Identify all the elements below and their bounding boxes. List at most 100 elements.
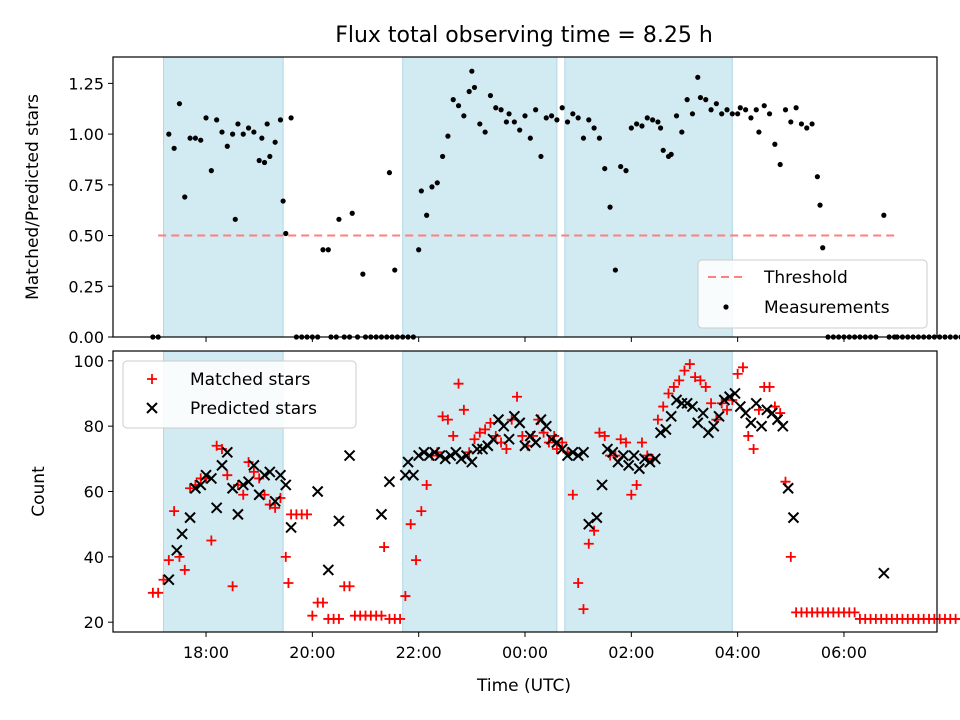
matched-star-point [259,489,270,500]
measurement-point [628,125,634,131]
measurement-point [288,115,294,121]
matched-star-point [594,427,605,438]
predicted-star-point [745,417,757,429]
measurement-point [429,184,435,190]
matched-star-point [185,483,196,494]
measurement-point [623,168,629,174]
measurement-point [649,117,656,123]
matched-star-point [448,430,459,441]
predicted-star-point [428,446,441,458]
measurement-point [570,111,576,117]
measurement-point [538,153,544,160]
matched-star-point [163,555,174,566]
predicted-star-point [258,469,271,481]
measurement-point [695,74,701,80]
matched-star-point [674,375,685,386]
predicted-star-point [782,482,794,494]
matched-star-point [551,444,562,455]
predicted-star-point [226,482,239,494]
matched-star-point [248,466,259,477]
matched-star-point [206,535,217,546]
measurement-point [251,129,257,135]
predicted-star-point [333,515,345,527]
matched-star-point [458,404,469,415]
measurement-point [182,194,188,200]
predicted-star-point [723,391,736,403]
measurement-point [580,135,587,141]
predicted-star-point [665,410,677,423]
measurement-point [527,135,533,141]
measurement-point [697,94,704,101]
measurement-point [689,111,696,117]
measurement-point [657,125,664,131]
top-panel: 0.00 0.25 0.50 0.75 1.00 1.25 Matched/Predicte… [23,56,960,347]
matched-star-point [453,378,464,389]
matched-star-point [583,538,594,549]
matched-star-point [732,368,743,379]
predicted-star-point [561,449,574,462]
legend-measurements-label: Measurements [764,298,890,318]
predicted-star-point [540,420,552,432]
top-observing-band [402,56,558,338]
measurement-point [445,133,451,139]
predicted-star-point [407,469,420,481]
measurement-point [548,113,555,119]
top-y-axis-label: Matched/Predicted stars [23,94,43,300]
predicted-star-point [444,449,457,462]
matched-star-point [748,444,759,455]
bottom-legend [122,360,357,429]
predicted-star-point [513,417,526,429]
measurement-point [166,131,172,137]
matched-star-point [379,542,390,553]
measurement-point [793,105,799,111]
predicted-star-point [322,564,335,576]
measurement-point [461,113,467,119]
predicted-star-point [697,407,709,419]
predicted-star-point [503,433,515,445]
measurement-point [729,111,735,117]
matched-star-point [615,434,626,445]
matched-star-point [743,430,754,441]
predicted-star-point [264,466,276,478]
predicted-star-point [755,420,768,432]
y-tick-label: 1.00 [68,125,104,144]
matched-star-point [573,577,584,588]
matched-star-point [211,440,222,451]
predicted-star-point [423,449,436,462]
measurement-point [591,125,597,131]
predicted-star-point [638,453,651,465]
predicted-star-point [216,459,228,472]
measurement-point [735,111,741,117]
matched-star-point [679,365,690,376]
measurement-point [533,107,539,113]
measurement-point [235,121,241,127]
measurement-point [724,107,730,113]
measurement-point [259,135,265,141]
x-tick-label: 02:00 [608,643,654,662]
measurement-point [703,97,709,103]
predicted-star-point [686,400,699,413]
measurement-point [679,129,685,135]
measurement-point [708,107,714,113]
measurement-point [575,115,581,121]
measurement-point [947,334,953,340]
predicted-star-point [171,544,183,557]
measurement-point [612,267,618,273]
predicted-star-point [237,479,249,491]
predicted-star-point [761,404,773,416]
matched-star-point [501,444,512,455]
predicted-star-point [383,475,396,488]
measurement-point [809,121,815,127]
predicted-star-point [487,433,499,445]
measurement-point [469,68,475,74]
predicted-star-point [269,495,281,508]
matched-star-point [663,388,674,399]
measurement-point [761,103,767,109]
matched-star-point [517,430,528,441]
predicted-star-point [343,449,356,462]
matched-star-point [283,577,294,588]
matched-star-point [227,581,238,592]
matched-star-point [658,401,669,412]
predicted-star-point [498,420,510,432]
